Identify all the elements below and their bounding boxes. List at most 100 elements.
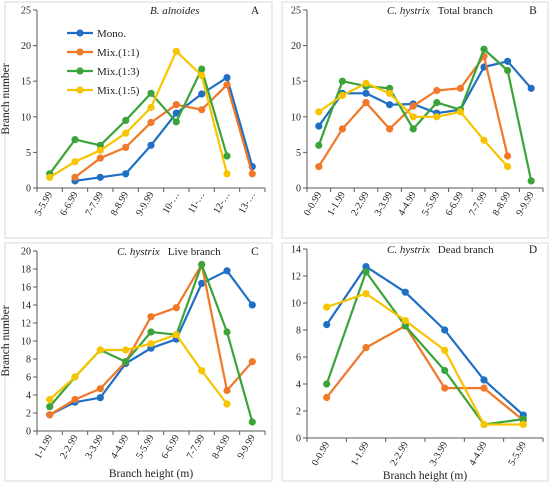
data-point bbox=[147, 313, 155, 321]
data-point bbox=[122, 358, 130, 366]
x-tick-label: 1-1.99 bbox=[33, 433, 55, 461]
data-point bbox=[315, 141, 323, 149]
y-tick-label: 15 bbox=[21, 77, 31, 88]
panel-title-species: B. alnoides bbox=[150, 5, 200, 17]
data-point bbox=[362, 344, 370, 352]
y-tick-label: 6 bbox=[26, 373, 31, 384]
x-tick-label: 11-… bbox=[186, 190, 207, 215]
data-point bbox=[46, 395, 54, 404]
data-point bbox=[527, 177, 535, 185]
data-point bbox=[441, 384, 449, 392]
y-tick-label: 20 bbox=[291, 41, 301, 52]
data-point bbox=[248, 418, 256, 426]
x-tick-label: 8-8.99 bbox=[210, 433, 232, 461]
x-tick-label: 5-5.99 bbox=[420, 190, 442, 218]
data-point bbox=[122, 143, 130, 151]
series-line bbox=[317, 55, 509, 168]
panel-title-species: C. hystrix bbox=[117, 246, 160, 258]
x-tick-label: 1-1.99 bbox=[326, 190, 348, 218]
data-point bbox=[504, 163, 512, 171]
panel-title-species: C. hystrix bbox=[387, 244, 430, 256]
series-line bbox=[74, 83, 254, 179]
y-tick-label: 10 bbox=[291, 299, 301, 310]
y-tick-label: 0 bbox=[296, 184, 301, 195]
y-tick-label: 10 bbox=[21, 112, 31, 123]
data-point bbox=[223, 152, 231, 160]
data-point bbox=[223, 267, 231, 275]
series-Mix.(1:3) bbox=[323, 268, 527, 429]
x-tick-label: 12-… bbox=[211, 190, 232, 216]
panel-frame bbox=[4, 242, 273, 482]
data-point bbox=[519, 415, 527, 423]
data-point bbox=[480, 376, 488, 384]
x-axis-title: Branch height (m) bbox=[383, 470, 467, 482]
panel-title-rest: Live branch bbox=[168, 246, 221, 258]
data-point bbox=[96, 141, 104, 149]
data-point bbox=[96, 154, 104, 162]
panel-title: C. hystrix Dead branch bbox=[387, 244, 494, 256]
data-point bbox=[323, 393, 331, 402]
legend-label: Mono. bbox=[97, 28, 126, 40]
data-point bbox=[223, 74, 231, 82]
x-axis-title: Branch height (m) bbox=[109, 468, 193, 480]
data-point bbox=[401, 317, 409, 325]
series-Mix.(1:1) bbox=[46, 260, 256, 419]
data-point bbox=[338, 91, 346, 99]
data-point bbox=[362, 268, 370, 276]
data-point bbox=[96, 385, 104, 393]
data-point bbox=[480, 384, 488, 392]
series-line bbox=[325, 265, 525, 416]
y-tick-label: 14 bbox=[21, 301, 31, 312]
data-point bbox=[441, 326, 449, 334]
data-point bbox=[504, 152, 512, 160]
panel-title: C. hystrix Total branch bbox=[387, 5, 493, 17]
x-tick-label: 13-… bbox=[237, 190, 258, 216]
series-Mix.(1:1) bbox=[323, 322, 527, 424]
data-point bbox=[441, 366, 449, 375]
series-line bbox=[49, 50, 229, 179]
y-axis-title: Branch number bbox=[0, 305, 12, 376]
legend-swatch-marker bbox=[76, 67, 84, 75]
data-point bbox=[96, 146, 104, 154]
data-point bbox=[386, 101, 394, 109]
panel-letter: B bbox=[529, 5, 537, 17]
y-tick-label: 25 bbox=[291, 6, 301, 17]
y-tick-label: 8 bbox=[26, 355, 31, 366]
y-tick-label: 2 bbox=[26, 409, 31, 420]
series-Mix.(1:3) bbox=[315, 45, 535, 185]
data-point bbox=[96, 346, 104, 354]
data-point bbox=[338, 77, 346, 85]
panel-frame bbox=[281, 242, 549, 482]
x-tick-label: 5-5.99 bbox=[33, 190, 55, 218]
data-point bbox=[401, 288, 409, 296]
series-Mix.(1:5) bbox=[46, 47, 231, 181]
y-tick-label: 5 bbox=[26, 148, 31, 159]
data-point bbox=[315, 108, 323, 116]
data-point bbox=[71, 173, 79, 181]
data-point bbox=[172, 47, 180, 55]
x-tick-label: 6-6.99 bbox=[444, 190, 466, 218]
panel-title: B. alnoides bbox=[150, 5, 200, 17]
data-point bbox=[323, 303, 331, 311]
series-line bbox=[48, 333, 228, 405]
data-point bbox=[480, 136, 488, 144]
data-point bbox=[223, 328, 231, 336]
data-point bbox=[456, 84, 464, 92]
data-point bbox=[248, 170, 256, 178]
x-tick-label: 3-3.99 bbox=[428, 440, 450, 468]
series-Mix.(1:5) bbox=[46, 331, 231, 408]
x-tick-label: 7-7.99 bbox=[83, 190, 105, 218]
y-tick-label: 0 bbox=[26, 427, 31, 438]
data-point bbox=[362, 290, 370, 298]
data-point bbox=[198, 65, 206, 73]
y-tick-label: 0 bbox=[26, 184, 31, 195]
x-tick-label: 2-2.99 bbox=[349, 190, 371, 218]
data-point bbox=[71, 136, 79, 144]
data-point bbox=[122, 170, 130, 178]
data-point bbox=[323, 321, 331, 329]
data-point bbox=[338, 125, 346, 133]
data-point bbox=[147, 103, 155, 112]
legend-label: Mix.(1:3) bbox=[97, 66, 140, 78]
series-Mono. bbox=[71, 74, 256, 185]
